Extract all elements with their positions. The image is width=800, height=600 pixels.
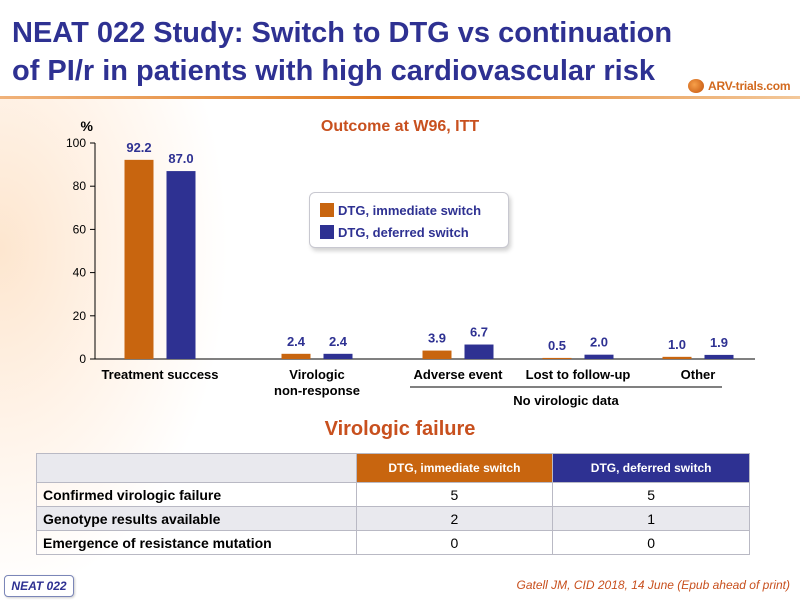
cell-immediate: 5 [355,482,554,507]
bar [281,353,311,359]
bar [542,357,572,359]
bar-value-label: 2.4 [329,334,348,349]
arv-trials-logo: ARV-trials.com [688,76,796,96]
category-label: Adverse event [414,367,504,382]
y-tick-label: 60 [73,222,87,236]
category-label: Other [681,367,716,382]
bar-value-label: 2.0 [590,335,608,350]
cell-deferred: 0 [552,530,750,555]
bar-chart: Outcome at W96, ITT% 0 20 40 60 80 100 92.2 2.4 3… [66,118,755,408]
table-row: Emergence of resistance mutation 0 0 [36,530,750,555]
table-row: Genotype results available 2 1 [36,506,750,531]
bar [464,344,494,359]
logo-icon [688,79,704,93]
title-line-1: NEAT 022 Study: Switch to DTG vs continu… [12,17,673,49]
legend-swatch-deferred [320,225,334,239]
table-header-deferred: DTG, deferred switch [552,453,750,483]
citation: Gatell JM, CID 2018, 14 June (Epub ahead… [516,578,791,592]
category-label: non-response [274,383,360,398]
legend-item-deferred: DTG, deferred switch [320,221,498,243]
header [0,0,800,96]
category-label: Virologic [289,367,344,382]
bar [124,159,154,359]
legend-label-deferred: DTG, deferred switch [338,224,469,240]
cell-deferred: 1 [552,506,750,531]
title-line-2: of PI/r in patients with high cardiovasc… [12,55,655,87]
bar-value-label: 92.2 [126,140,151,155]
bar [662,356,692,359]
bar-value-label: 87.0 [168,151,193,166]
legend-label-immediate: DTG, immediate switch [338,202,482,218]
slide-title: NEAT 022 Study: Switch to DTG vs continu… [12,14,692,90]
header-divider [0,96,800,99]
cell-deferred: 5 [552,482,750,507]
y-tick-label: 100 [66,136,86,150]
legend-item-immediate: DTG, immediate switch [320,199,498,221]
y-tick-label: 20 [73,309,87,323]
bar [584,354,614,359]
y-tick-label: 40 [73,266,87,280]
bar-value-label: 2.4 [287,334,306,349]
chart-legend: DTG, immediate switch DTG, deferred swit… [309,192,509,248]
row-label: Genotype results available [36,506,357,531]
study-badge: NEAT 022 [4,575,74,597]
bar [704,354,734,359]
logo-text: ARV-trials.com [708,79,791,93]
bar [422,350,452,359]
bar-value-label: 3.9 [428,331,446,346]
cell-immediate: 0 [355,530,554,555]
bar-value-label: 1.0 [668,337,686,352]
table-row: Confirmed virologic failure 5 5 [36,482,750,507]
bar-value-label: 6.7 [470,325,488,340]
bar [166,171,196,359]
y-axis-label: % [81,118,94,134]
legend-swatch-immediate [320,203,334,217]
virologic-failure-title-text: Virologic failure [324,418,476,440]
cell-immediate: 2 [355,506,554,531]
group-annotation: No virologic data [513,393,619,408]
y-tick-label: 80 [73,179,87,193]
table-header-blank [36,453,357,483]
table-header-row: DTG, immediate switch DTG, deferred swit… [36,453,750,483]
y-tick-label: 0 [79,352,86,366]
virologic-failure-title: Virologic failure [0,418,800,441]
bar-value-label: 1.9 [710,335,728,350]
category-label: Lost to follow-up [526,367,631,382]
row-label: Confirmed virologic failure [36,482,357,507]
chart-title: Outcome at W96, ITT [321,118,479,135]
virologic-failure-table: DTG, immediate switch DTG, deferred swit… [36,453,750,555]
bar [323,353,353,359]
bar-value-label: 0.5 [548,338,566,353]
table-header-immediate: DTG, immediate switch [355,453,554,483]
row-label: Emergence of resistance mutation [36,530,357,555]
category-label: Treatment success [101,367,218,382]
